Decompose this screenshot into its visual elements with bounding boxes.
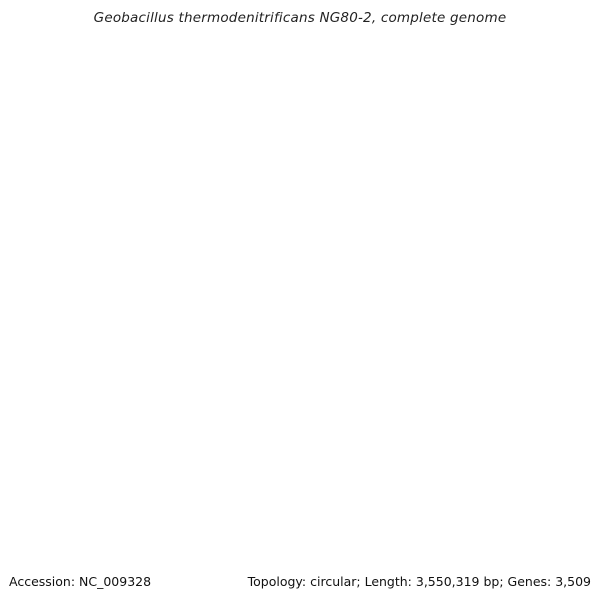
- genome-summary-text: Topology: circular; Length: 3,550,319 bp…: [247, 574, 591, 589]
- accession-text: Accession: NC_009328: [9, 574, 152, 589]
- genome-title: Geobacillus thermodenitrificans NG80-2, …: [93, 10, 507, 26]
